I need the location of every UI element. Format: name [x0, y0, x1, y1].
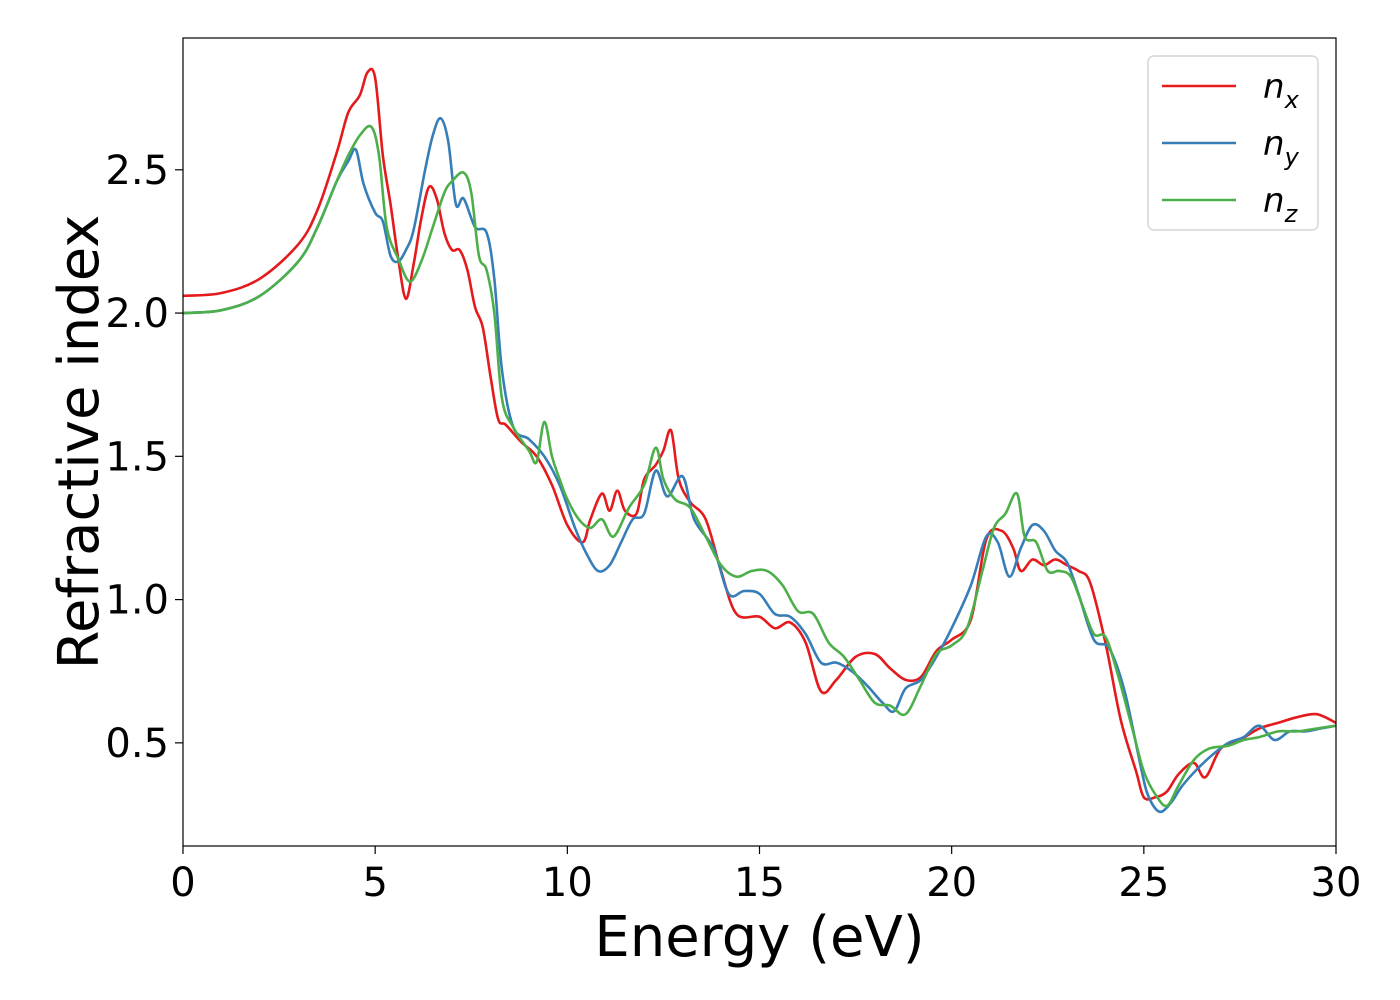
series-line-n-z: [183, 124, 1336, 808]
legend-label-n-y: ny: [1263, 124, 1300, 171]
y-axis: 0.5 1.0 1.5 2.0 2.5: [105, 148, 183, 767]
x-tick-label: 30: [1311, 860, 1362, 906]
y-tick-label: 1.5: [105, 434, 169, 480]
x-axis-label: Energy (eV): [594, 905, 924, 970]
y-tick-label: 2.0: [105, 291, 169, 337]
x-tick-label: 15: [734, 860, 785, 906]
y-tick-label: 2.5: [105, 148, 169, 194]
x-tick-label: 10: [542, 860, 593, 906]
y-axis-label: Refractive index: [47, 215, 112, 670]
x-tick-label: 5: [362, 860, 387, 906]
x-tick-label: 20: [926, 860, 977, 906]
y-tick-label: 1.0: [105, 578, 169, 624]
x-axis: 0 5 10 15 20 25 30: [170, 846, 1361, 906]
legend: nx ny nz: [1147, 55, 1319, 231]
y-tick-label: 0.5: [105, 721, 169, 767]
legend-label-n-x: nx: [1263, 67, 1300, 114]
x-tick-label: 25: [1118, 860, 1169, 906]
x-tick-label: 0: [170, 860, 195, 906]
series-layer: [183, 67, 1336, 814]
legend-label-n-z: nz: [1263, 181, 1299, 228]
